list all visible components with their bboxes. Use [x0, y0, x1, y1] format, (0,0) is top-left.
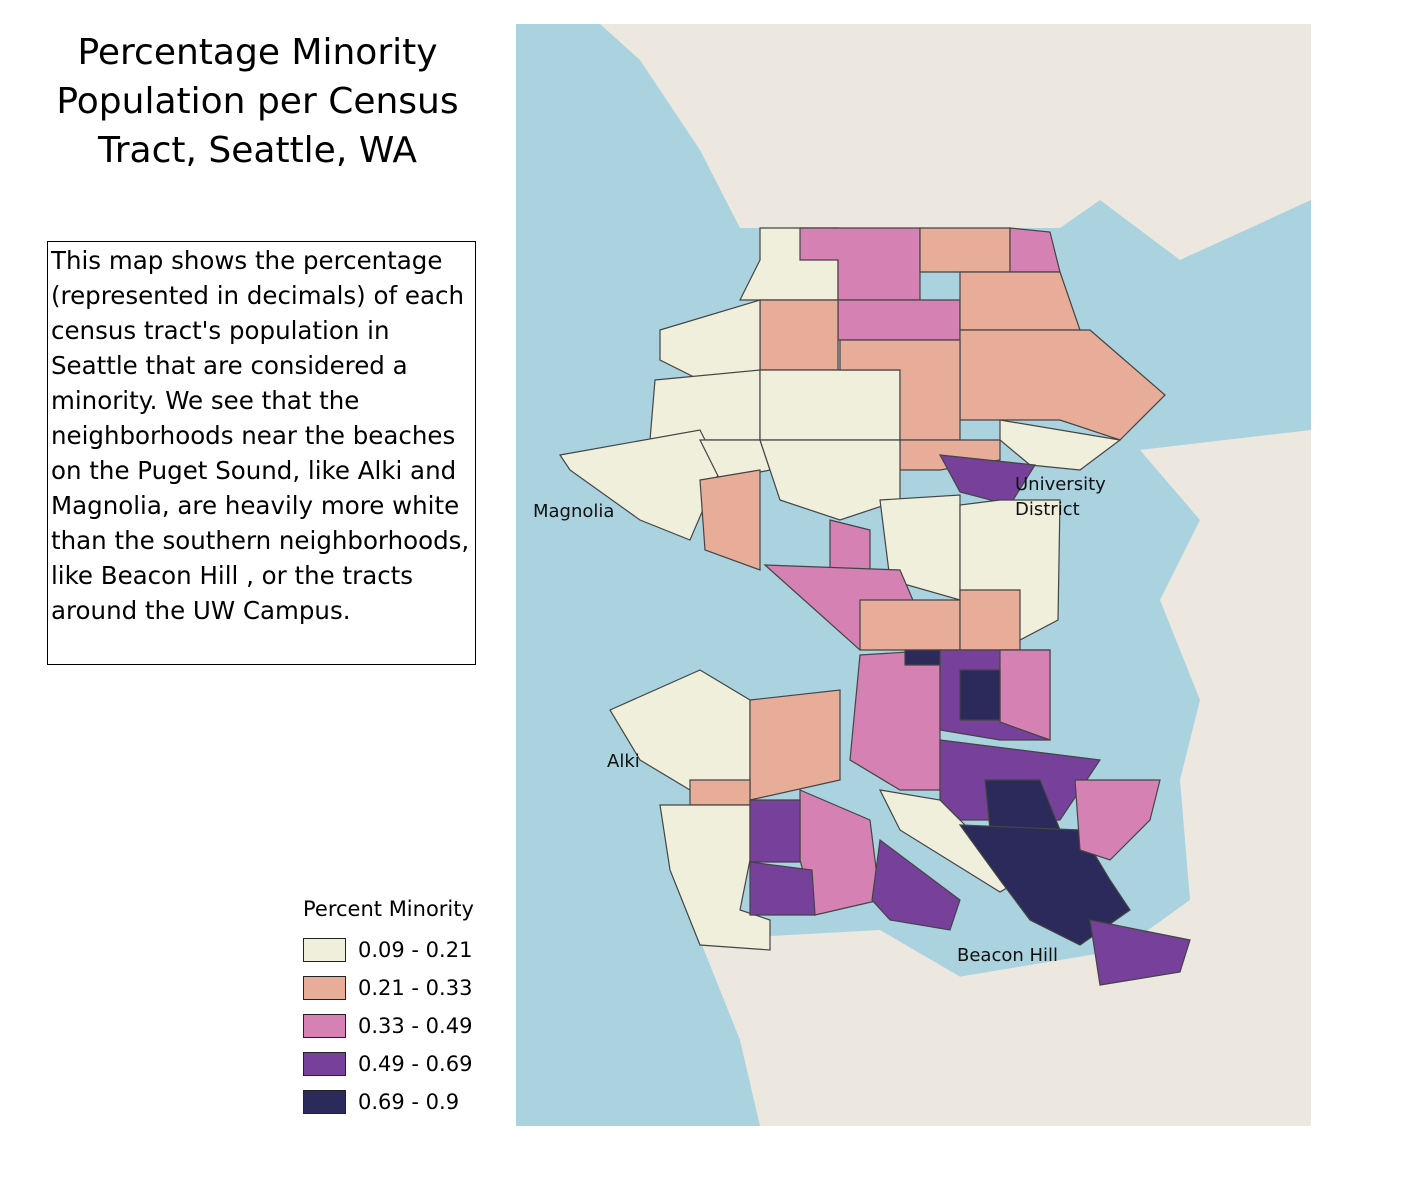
legend-item: 0.09 - 0.21: [303, 931, 474, 969]
census-tract: [829, 519, 871, 576]
legend-item: 0.69 - 0.9: [303, 1083, 474, 1121]
census-tract: [999, 419, 1122, 471]
census-tract: [749, 799, 801, 863]
census-tract: [699, 469, 761, 571]
legend-label: 0.33 - 0.49: [358, 1014, 473, 1038]
legend-swatch: [303, 976, 346, 1000]
legend: Percent Minority 0.09 - 0.21 0.21 - 0.33 0…: [303, 897, 474, 1121]
legend-swatch: [303, 1090, 346, 1114]
census-tract: [759, 439, 901, 521]
census-tract: [959, 669, 1001, 721]
map-labels: Magnolia University District Alki Beacon Hil…: [533, 474, 1106, 966]
legend-title: Percent Minority: [303, 897, 474, 921]
legend-item: 0.33 - 0.49: [303, 1007, 474, 1045]
map-title: Percentage Minority Population per Censu…: [56, 32, 459, 171]
census-tract: [1074, 779, 1161, 861]
place-label: Magnolia: [533, 501, 614, 522]
census-tract: [837, 299, 961, 341]
census-tract: [558, 429, 721, 541]
legend-label: 0.49 - 0.69: [358, 1052, 473, 1076]
census-tract: [749, 861, 816, 916]
map: Magnolia University District Alki Beacon Hil…: [516, 24, 1311, 1126]
place-label: Alki: [607, 751, 640, 772]
census-tract: [904, 649, 941, 666]
legend-swatch: [303, 1052, 346, 1076]
tracts: [558, 227, 1191, 986]
census-tract: [689, 779, 751, 806]
census-tract: [871, 838, 961, 931]
legend-label: 0.69 - 0.9: [358, 1090, 460, 1114]
land-north: [600, 24, 1311, 260]
census-tract: [919, 227, 1011, 273]
land-east: [880, 430, 1311, 1126]
land-south: [700, 930, 1060, 1126]
census-tract: [959, 271, 1081, 331]
place-label: University District: [1015, 474, 1106, 520]
legend-swatch: [303, 1014, 346, 1038]
legend-item: 0.49 - 0.69: [303, 1045, 474, 1083]
census-tract: [959, 589, 1021, 651]
census-tract: [759, 369, 901, 441]
description: This map shows the percentage (represent…: [47, 241, 476, 665]
census-tract: [859, 599, 961, 651]
legend-swatch: [303, 938, 346, 962]
census-tract: [749, 689, 841, 801]
legend-label: 0.21 - 0.33: [358, 976, 473, 1000]
census-tract: [1089, 919, 1191, 986]
legend-label: 0.09 - 0.21: [358, 938, 473, 962]
place-label: Beacon Hill: [957, 945, 1058, 966]
census-tract: [649, 369, 761, 441]
census-tract: [759, 299, 839, 371]
legend-item: 0.21 - 0.33: [303, 969, 474, 1007]
